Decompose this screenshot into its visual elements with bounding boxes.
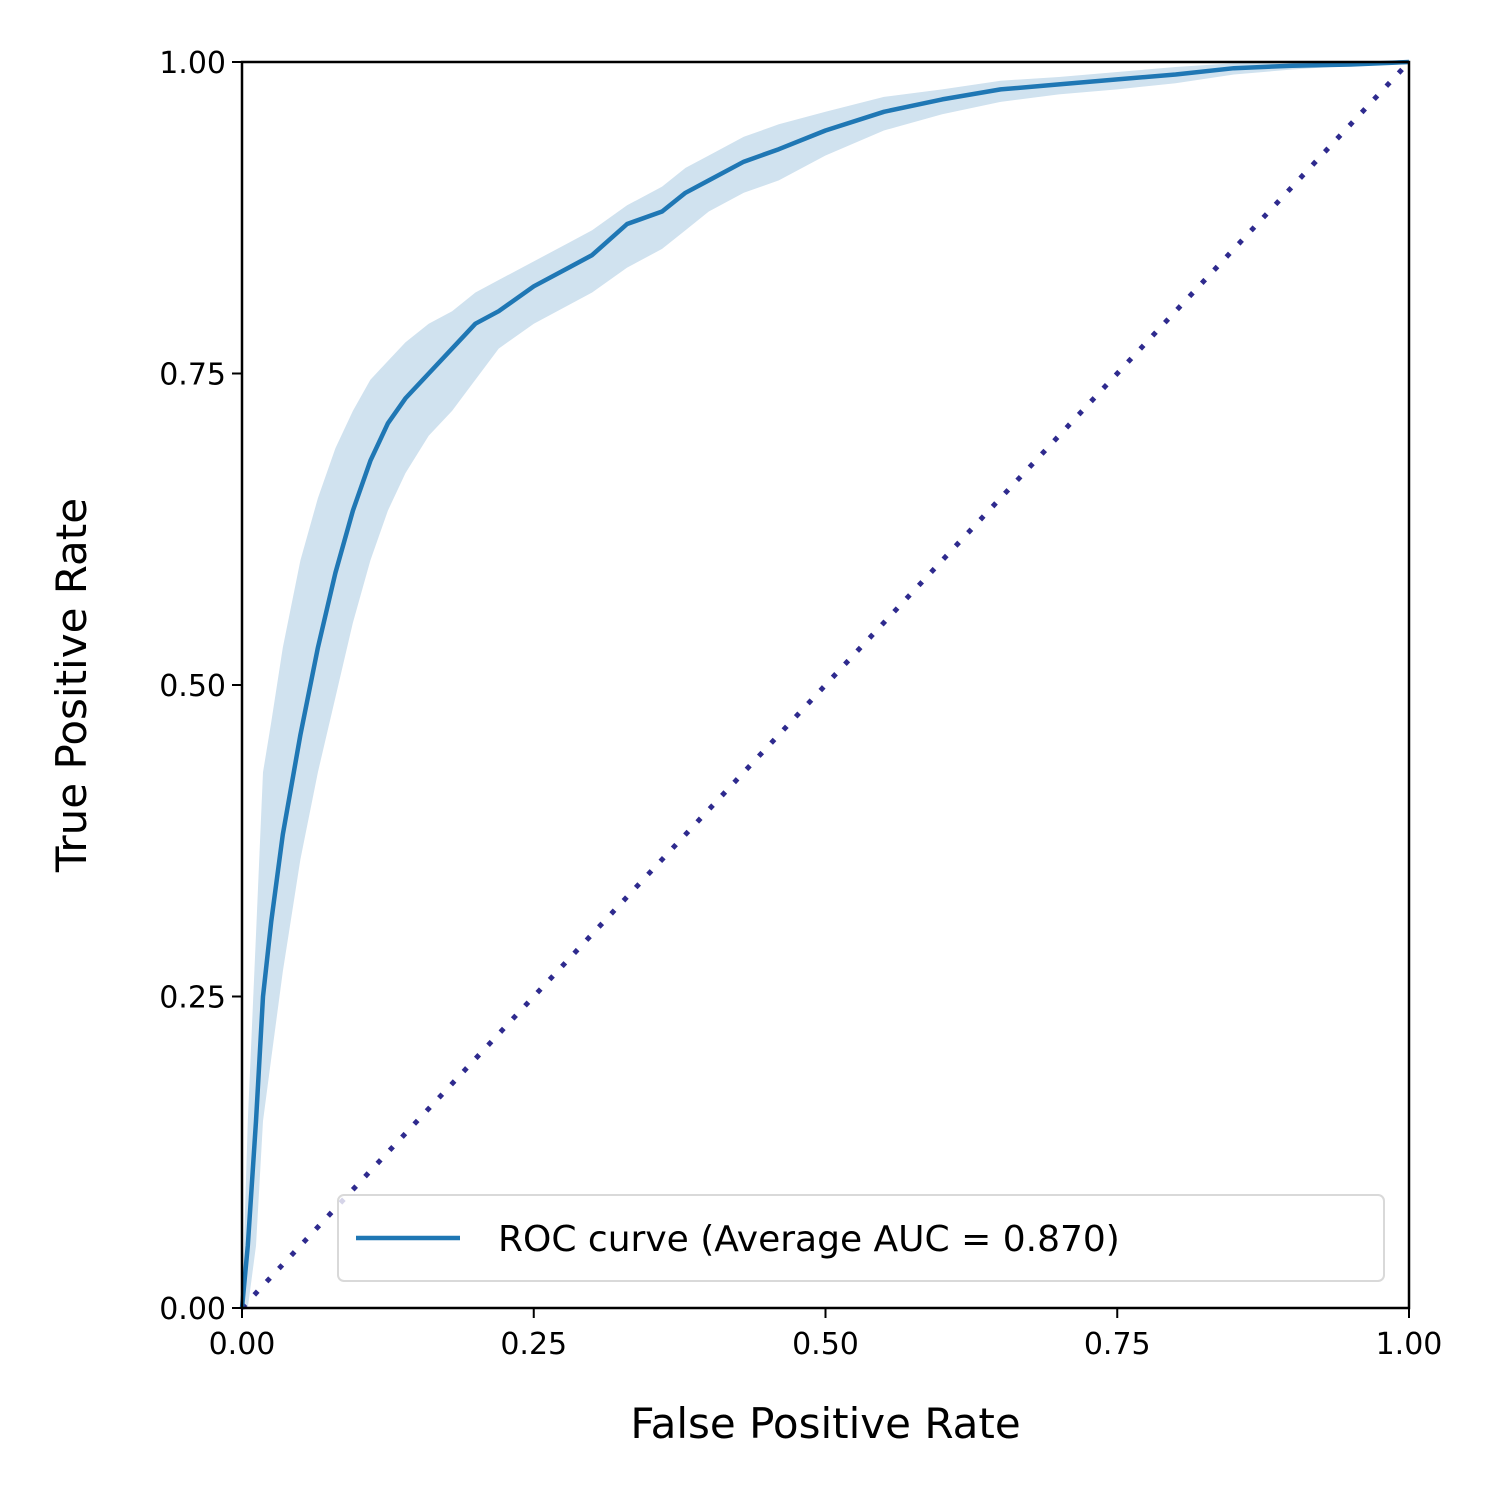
y-tick-label: 0.50	[159, 669, 226, 704]
x-tick-label: 0.25	[500, 1327, 567, 1362]
y-tick-label: 0.75	[159, 358, 226, 393]
x-tick-label: 0.50	[792, 1327, 859, 1362]
y-axis-label: True Positive Rate	[47, 498, 96, 873]
y-tick-label: 0.25	[159, 981, 226, 1016]
y-tick-label: 1.00	[159, 46, 226, 81]
legend-box	[337, 1194, 1385, 1282]
x-tick-label: 1.00	[1376, 1327, 1443, 1362]
y-axis-ticks: 0.00 0.25 0.50 0.75 1.00	[159, 46, 242, 1327]
legend: ROC curve (Average AUC = 0.870)	[337, 1194, 1385, 1282]
y-tick-label: 0.00	[159, 1292, 226, 1327]
plot-area	[239, 59, 1411, 1310]
x-axis-ticks: 0.00 0.25 0.50 0.75 1.00	[209, 1308, 1443, 1362]
chance-diagonal-line	[240, 60, 1411, 1310]
x-tick-label: 0.75	[1084, 1327, 1151, 1362]
x-tick-label: 0.00	[209, 1327, 276, 1362]
x-axis-label: False Positive Rate	[630, 1399, 1020, 1448]
roc-curve-line	[239, 59, 1410, 1309]
legend-roc-label: ROC curve (Average AUC = 0.870)	[498, 1219, 1120, 1260]
